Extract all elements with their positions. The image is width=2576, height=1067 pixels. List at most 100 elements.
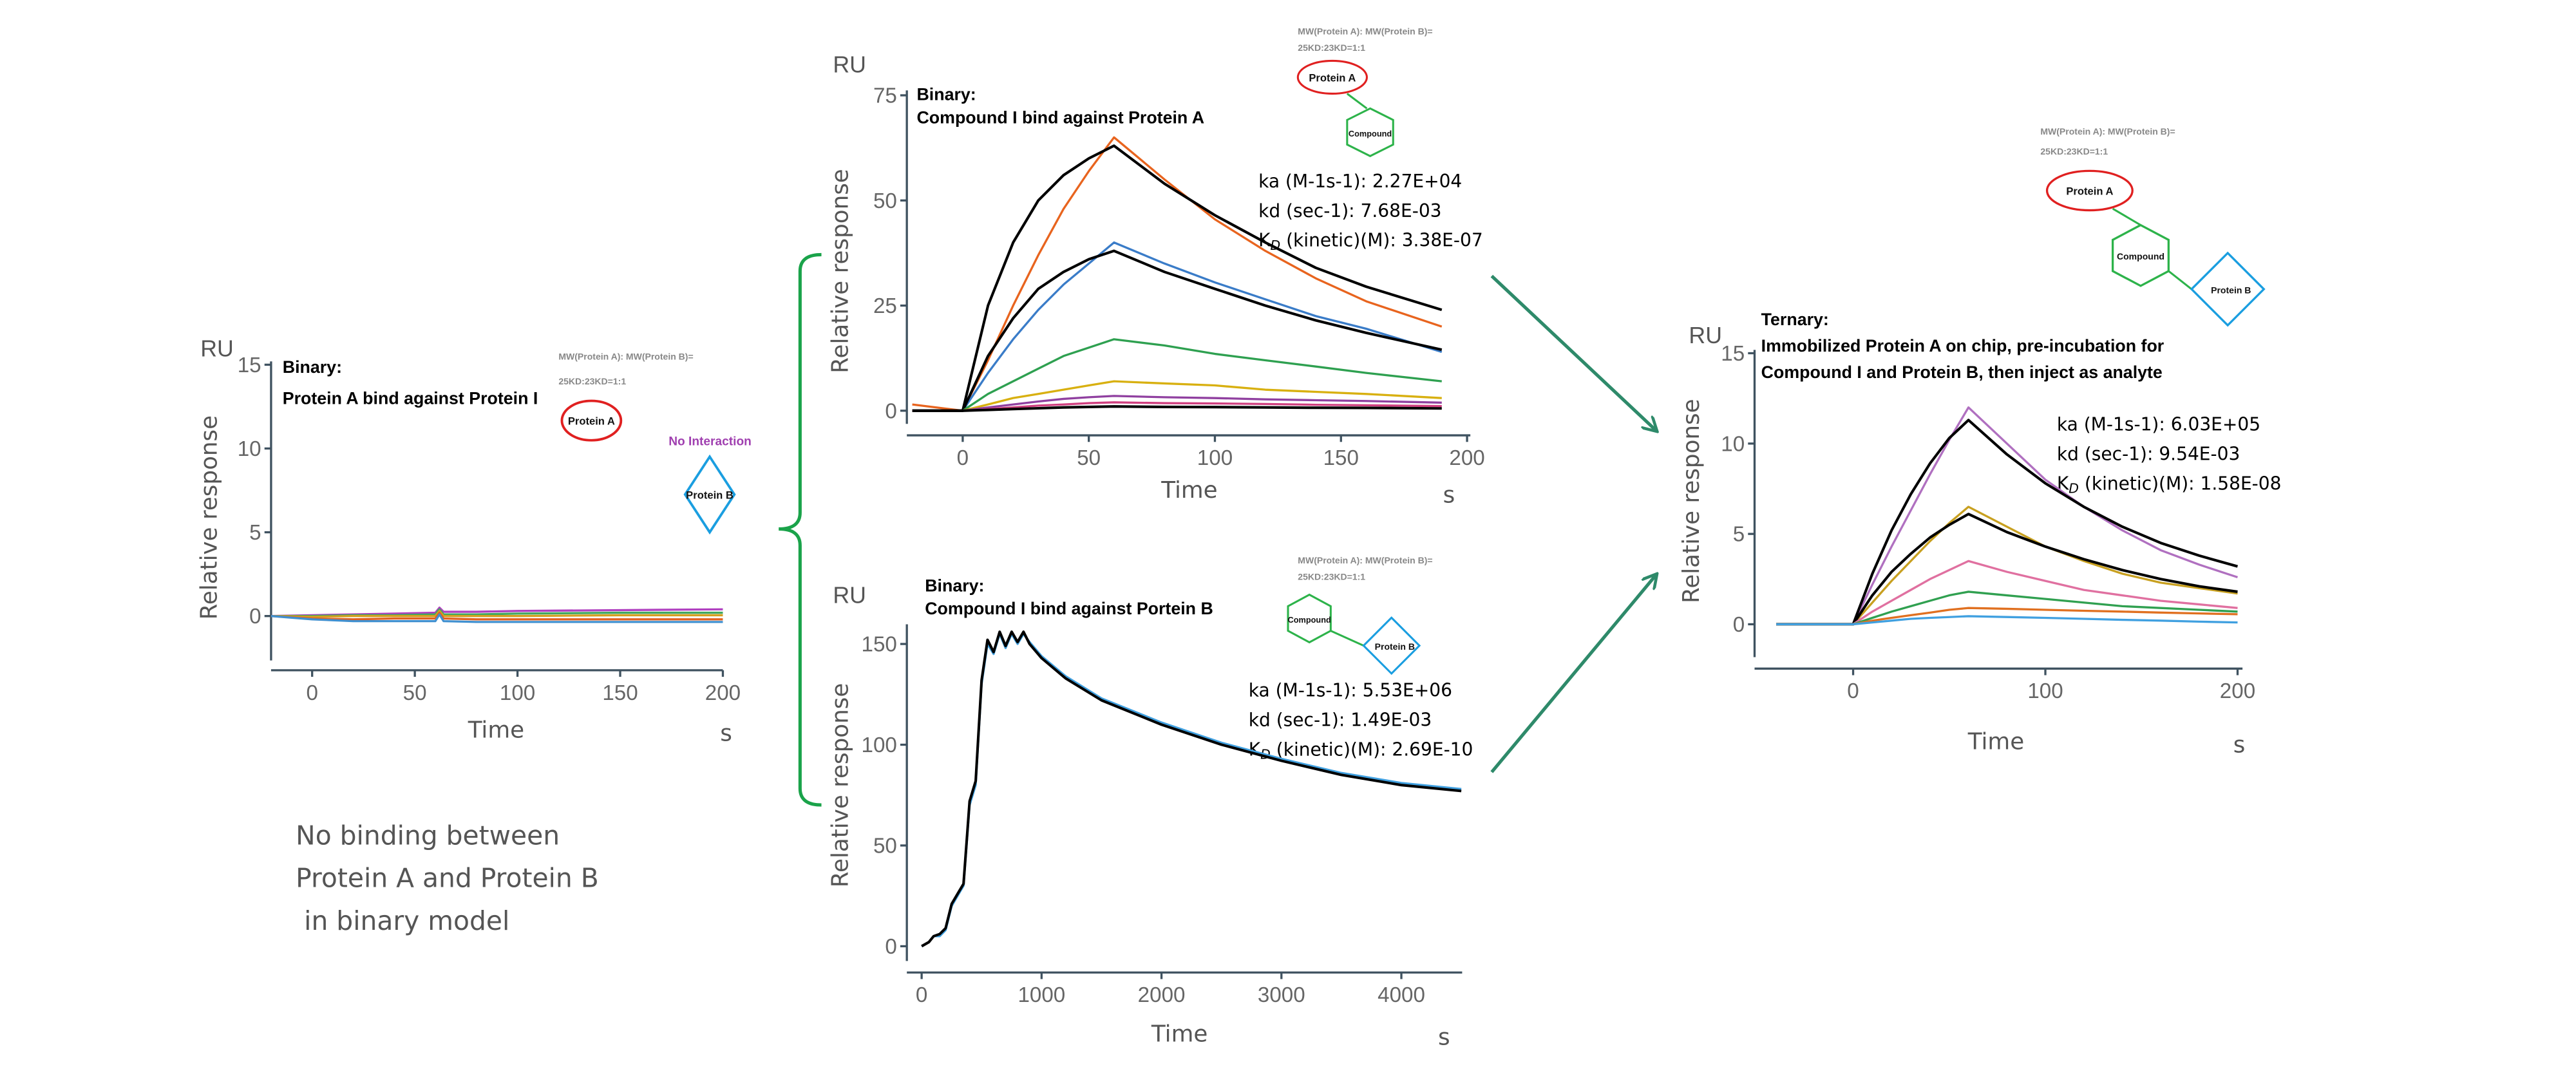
panel-binary-compound-protein-a: RU Relative response Time s Binary: Comp…	[827, 26, 1484, 509]
mw-ratio-line-2: 25KD:23KD=1:1	[1298, 572, 1365, 582]
series-line-fit-2	[912, 249, 1443, 412]
mw-ratio-line-1: MW(Protein A): MW(Protein B)=	[1298, 555, 1432, 565]
series-line-yellow	[912, 380, 1442, 412]
chart-title-line-2: Compound I bind against Portein B	[925, 599, 1213, 618]
protein-a-label: Protein A	[2066, 185, 2113, 197]
compound-label: Compound	[1288, 615, 1331, 625]
x-unit-label: s	[720, 721, 732, 747]
chart-title-line-1: Binary:	[925, 576, 984, 595]
y-tick-label: 15	[1721, 342, 1745, 366]
y-axis-label: Relative response	[196, 415, 223, 620]
protein-a-ellipse-icon	[1296, 59, 1368, 95]
y-tick-label: 0	[885, 935, 896, 959]
protein-a-label: Protein A	[1309, 71, 1356, 84]
y-axis-label: Relative response	[827, 683, 853, 888]
panel-binary-protein-a-b: RU Relative response Time s Binary: Prot…	[196, 336, 752, 747]
panel-binary-compound-protein-b: RU Relative response Time s Binary: Comp…	[827, 555, 1473, 1050]
note-line-2: Protein A and Protein B	[296, 863, 599, 894]
kd-value: kd (sec-1): 1.49E-03	[1249, 710, 1432, 731]
series-line-fit-2	[1776, 513, 2238, 626]
protein-a-ellipse-icon	[560, 399, 623, 442]
x-tick-label: 200	[1449, 446, 1484, 470]
bond-line	[2168, 270, 2193, 290]
series-line-fit-3	[912, 405, 1442, 412]
chart-title-line-1: Ternary:	[1761, 310, 1829, 329]
x-tick-label: 0	[916, 983, 927, 1007]
series-line-fit-1	[912, 144, 1443, 412]
y-unit-label: RU	[1689, 323, 1722, 348]
series-line-orange	[1776, 607, 2238, 626]
y-tick-label: 75	[873, 84, 897, 108]
x-tick-label: 100	[500, 681, 535, 705]
series-line-fit	[921, 630, 1462, 948]
note-line-3: in binary model	[296, 905, 509, 936]
mw-ratio-line-2: 25KD:23KD=1:1	[1298, 42, 1365, 53]
y-tick-label: 100	[862, 733, 897, 757]
panel-ternary: RU Relative response Time s Ternary: Imm…	[1678, 126, 2282, 758]
x-tick-label: 50	[1077, 446, 1101, 470]
ka-value: ka (M-1s-1): 6.03E+05	[2057, 413, 2260, 435]
series-line-green	[912, 338, 1442, 412]
protein-a-label: Protein A	[568, 415, 615, 427]
x-axis-label: Time	[468, 717, 524, 743]
y-tick-label: 5	[1733, 523, 1745, 547]
arrow-to-ternary-bottom	[1490, 575, 1656, 773]
x-tick-label: 4000	[1378, 983, 1425, 1007]
compound-hexagon-icon	[1346, 107, 1394, 158]
no-interaction-label: No Interaction	[668, 435, 752, 448]
protein-b-label: Protein B	[1375, 641, 1415, 652]
y-unit-label: RU	[200, 336, 234, 362]
mw-ratio-line-1: MW(Protein A): MW(Protein B)=	[558, 352, 693, 362]
bond-line	[2112, 207, 2141, 226]
x-axis-label: Time	[1151, 1021, 1208, 1047]
y-tick-label: 0	[1733, 613, 1745, 637]
series-line-blue	[912, 241, 1443, 412]
grouping-brace	[779, 252, 822, 807]
y-unit-label: RU	[833, 52, 866, 77]
KD-value: KD (kinetic)(M): 1.58E-08	[2057, 473, 2282, 496]
x-tick-label: 0	[306, 681, 317, 705]
plot-area: 0 50 100 150 0 1000 2000 3000 4000	[862, 624, 1463, 1007]
y-tick-label: 0	[249, 605, 261, 628]
x-tick-label: 200	[705, 681, 741, 705]
compound-hexagon-icon	[2111, 223, 2170, 287]
series-line-gold	[270, 610, 723, 618]
protein-b-diamond-icon	[683, 454, 736, 535]
series-line-purple	[912, 395, 1442, 412]
ka-value: ka (M-1s-1): 2.27E+04	[1258, 171, 1462, 192]
compound-label: Compound	[2117, 251, 2164, 261]
y-tick-label: 25	[873, 294, 897, 318]
series-line-pink	[1776, 560, 2238, 626]
y-axis-label: Relative response	[1678, 399, 1705, 603]
chart-title-line-3: Compound I and Protein B, then inject as…	[1761, 363, 2163, 382]
series-line-blue	[1776, 615, 2238, 626]
series-line-green	[1776, 590, 2238, 626]
y-unit-label: RU	[833, 582, 866, 608]
x-tick-label: 2000	[1138, 983, 1186, 1007]
chart-title-line-2: Protein A bind against Protein I	[283, 389, 538, 408]
protein-a-ellipse-icon	[2045, 169, 2134, 212]
y-tick-label: 50	[873, 834, 897, 858]
x-tick-label: 1000	[1018, 983, 1065, 1007]
series-line-orange	[270, 611, 723, 621]
compound-label: Compound	[1349, 129, 1392, 138]
chart-title-line-2: Immobilized Protein A on chip, pre-incub…	[1761, 336, 2164, 355]
series-line-yellow	[1776, 505, 2238, 626]
chart-title-line-2: Compound I bind against Protein A	[916, 108, 1204, 127]
mw-ratio-line-2: 25KD:23KD=1:1	[2040, 146, 2108, 156]
compound-hexagon-icon	[1287, 593, 1332, 644]
x-tick-label: 150	[602, 681, 638, 705]
mw-ratio-line-1: MW(Protein A): MW(Protein B)=	[2040, 126, 2175, 137]
x-axis-label: Time	[1160, 477, 1217, 504]
chart-title-line-1: Binary:	[283, 357, 342, 377]
x-tick-label: 100	[2027, 679, 2063, 703]
x-unit-label: s	[1438, 1025, 1450, 1051]
y-axis-label: Relative response	[827, 169, 853, 373]
ka-value: ka (M-1s-1): 5.53E+06	[1249, 680, 1452, 701]
chart-title-line-1: Binary:	[916, 85, 976, 104]
plot-area: 0 25 50 75 0 50 100 150 200	[873, 84, 1485, 470]
x-tick-label: 3000	[1258, 983, 1305, 1007]
x-tick-label: 0	[1847, 679, 1859, 703]
y-tick-label: 0	[885, 399, 896, 423]
